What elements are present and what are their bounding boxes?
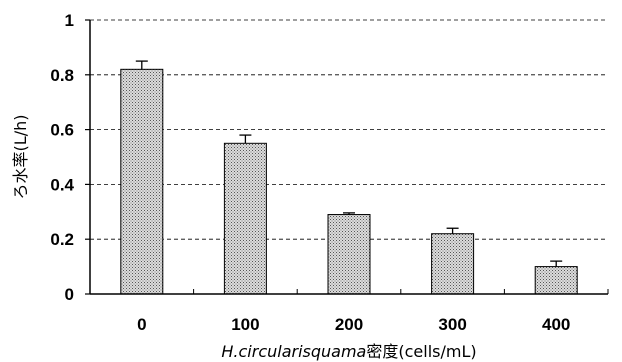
- y-tick-label: 0.8: [50, 66, 74, 85]
- bar-200: [327, 214, 371, 295]
- axes: [85, 19, 609, 295]
- y-axis-label: ろ水率(L/h): [11, 115, 30, 200]
- y-tick-label: 0.6: [50, 121, 74, 140]
- gridlines: [90, 19, 608, 240]
- y-tick-labels: 0 0.2 0.4 0.6 0.8 1: [50, 11, 74, 304]
- bars: [120, 60, 578, 295]
- x-axis-label-unit: 密度(cells/mL): [366, 342, 476, 361]
- x-axis-label: H.circularisquama密度(cells/mL): [221, 342, 476, 361]
- bar-0: [120, 68, 164, 295]
- y-tick-label: 0.2: [50, 230, 74, 249]
- x-tick-label: 0: [137, 315, 146, 334]
- y-tick-label: 0.4: [50, 175, 74, 194]
- x-tick-label: 100: [231, 315, 259, 334]
- bar-300: [431, 233, 475, 295]
- x-tick-labels: 0 100 200 300 400: [137, 315, 570, 334]
- x-tick-label: 200: [335, 315, 363, 334]
- y-tick-label: 0: [65, 285, 74, 304]
- x-tick-label: 300: [438, 315, 466, 334]
- bar-400: [534, 266, 578, 295]
- x-tick-label: 400: [542, 315, 570, 334]
- bar-100: [223, 142, 267, 295]
- y-tick-label: 1: [65, 11, 74, 30]
- x-axis-label-species: H.circularisquama: [221, 342, 366, 361]
